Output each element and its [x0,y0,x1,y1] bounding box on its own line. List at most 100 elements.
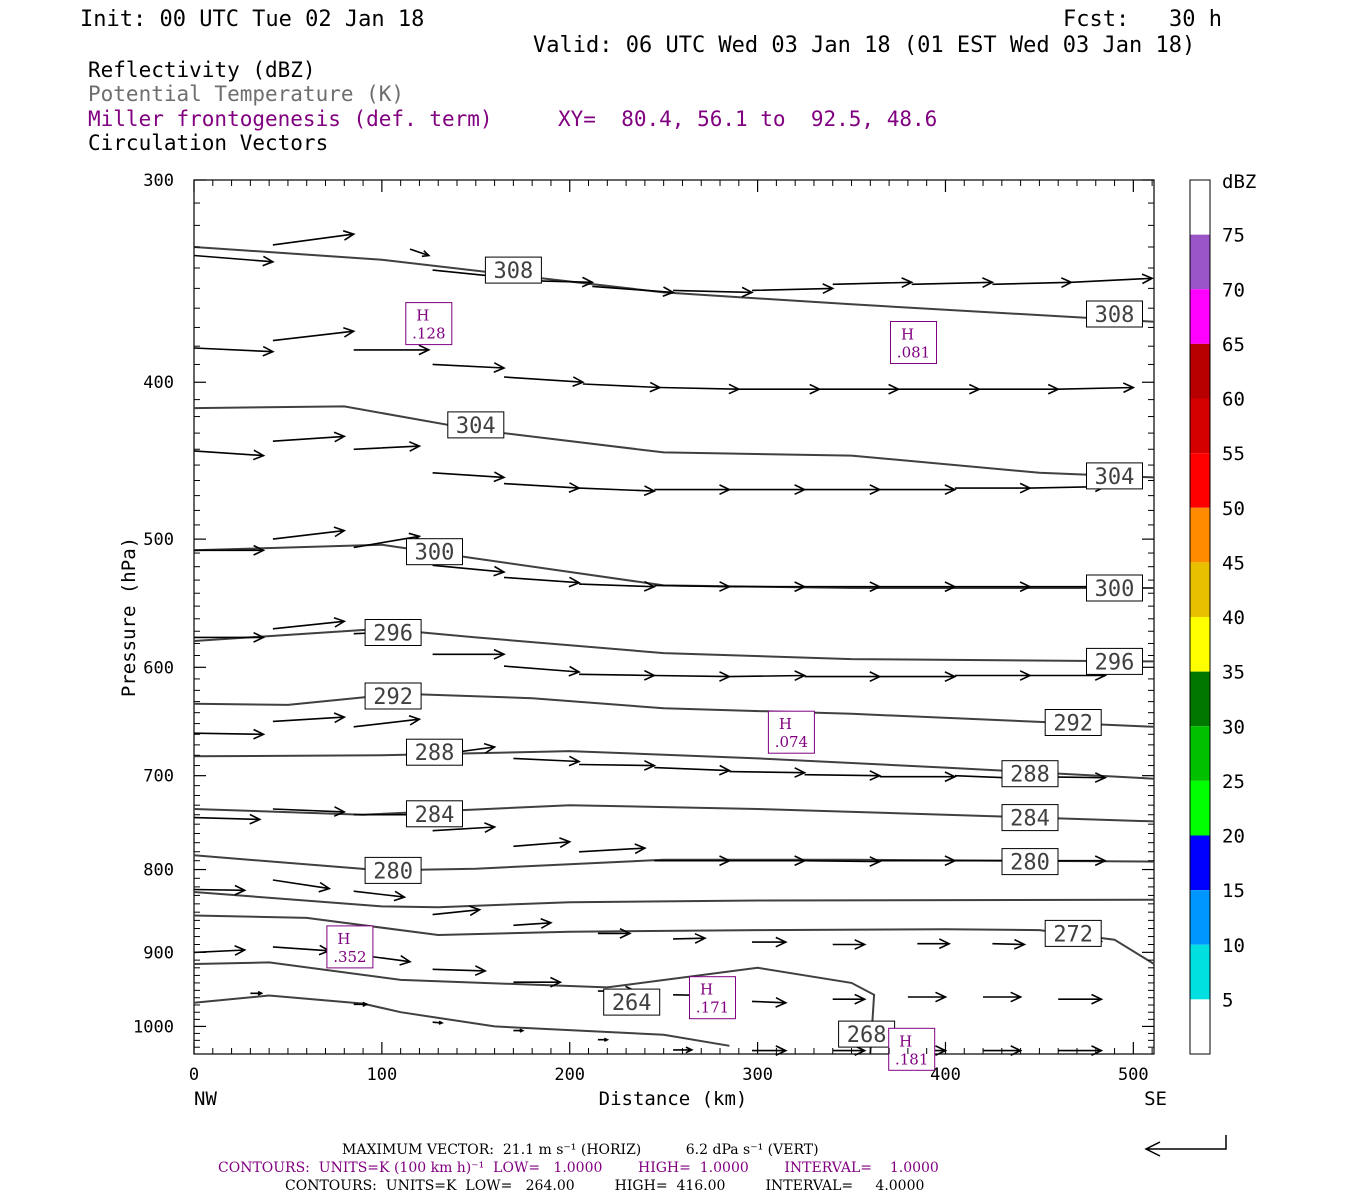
theta-contour-296 [193,627,1155,663]
colorbar-label: 70 [1222,279,1245,301]
theta-label-296: 296 [364,619,422,647]
y-tick-label: 700 [143,767,174,787]
theta-label-280: 280 [364,856,422,884]
axes: 300 400 500 600 700 800 900 1000 0 100 200 300 400 50… [133,171,1154,1085]
svg-text:.171: .171 [696,999,729,1017]
circulation-vector [983,991,1023,1003]
circulation-vector [832,993,867,1005]
circulation-vector [432,822,497,834]
x-axis-title: Distance (km) [599,1088,748,1110]
theta-contour-284 [193,804,1155,823]
circulation-vector [729,767,807,778]
circulation-vector [673,932,707,944]
circulation-vector [597,1037,610,1042]
circulation-vector [804,856,882,867]
colorbar-label: 55 [1222,443,1245,465]
colorbar-swatch [1190,234,1210,290]
fronto-max-181: H.181 [888,1027,936,1071]
colorbar-swatch [1190,343,1210,399]
legend-xy-endpoints: XY= 80.4, 56.1 to 92.5, 48.6 [558,107,937,131]
colorbar-label: 30 [1222,716,1245,738]
svg-text:.181: .181 [895,1050,928,1068]
legend-theta: Potential Temperature (K) [88,82,404,106]
theta-label-304: 304 [447,411,505,439]
circulation-vector [353,344,431,356]
circulation-vector [272,431,347,443]
colorbar-swatch [1190,562,1210,618]
circulation-vector [917,938,952,950]
svg-text:296: 296 [373,622,413,647]
y-axis-title: Pressure (hPa) [118,537,140,697]
circulation-vector [879,671,957,683]
circulation-vector [503,376,585,388]
svg-text:288: 288 [415,741,455,766]
circulation-vector [353,441,422,452]
colorbar-swatch [1190,398,1210,454]
theta-label-292: 292 [1044,709,1102,737]
theta-contour-292 [193,692,1155,728]
svg-text:284: 284 [415,803,455,828]
circulation-vector [272,326,356,342]
init-time: Init: 00 UTC Tue 02 Jan 18 [80,7,424,32]
theta-contour-304 [193,405,1155,479]
svg-text:288: 288 [1010,763,1050,788]
svg-text:H: H [901,326,914,344]
theta-contour-268 [193,961,876,1055]
y-tick-label: 800 [143,861,174,881]
colorbar-swatch [1190,890,1210,945]
theta-label-284: 284 [406,800,463,828]
circulation-vector [911,277,995,289]
circulation-vector [579,485,657,497]
circulation-vector [992,938,1027,950]
circulation-vector [503,665,581,677]
svg-text:300: 300 [415,541,455,566]
circulation-vector [503,576,581,588]
colorbar-swatch [1190,780,1210,836]
colorbar-swatch [1190,999,1210,1055]
legend-reflectivity: Reflectivity (dBZ) [88,58,316,82]
theta-label-272: 272 [1044,919,1102,947]
circulation-vector [272,712,347,724]
colorbar-label: 10 [1222,935,1245,957]
circulation-vector [579,580,657,592]
circulation-vector [193,345,275,357]
y-tick-label: 900 [143,943,174,963]
theta-label-280: 280 [1001,848,1059,876]
colorbar-label: 50 [1222,498,1245,520]
colorbar-swatch [1190,944,1210,1000]
reflectivity-colorbar: 75 70 65 60 55 50 45 40 35 30 25 20 15 10 5 [1189,179,1245,1055]
theta-contour-300 [193,543,1154,589]
x-endpoint-nw: NW [194,1088,217,1110]
colorbar-swatch [1190,507,1210,563]
circulation-vector [353,1001,369,1008]
circulation-vector [193,813,262,825]
svg-text:272: 272 [1053,922,1093,947]
theta-label-304: 304 [1086,462,1143,490]
fronto-max-128: H.128 [405,302,453,346]
circulation-vector [194,631,266,643]
forecast-hour: Fcst: 30 h [1063,7,1222,32]
circulation-vector [752,936,788,948]
svg-text:H: H [337,930,350,948]
fronto-max-081: H.081 [890,321,937,364]
circulation-vector [751,283,835,295]
theta-label-308: 308 [484,256,542,284]
circulation-vector [193,728,266,740]
circulation-vector [1071,273,1154,285]
circulation-vector [1058,382,1136,394]
circulation-vector [673,286,754,298]
colorbar-label: 60 [1222,389,1245,411]
circulation-vector [432,1020,444,1025]
colorbar-label: 45 [1222,552,1245,574]
svg-text:H: H [700,981,713,999]
colorbar-unit: dBZ [1222,171,1256,193]
svg-text:.352: .352 [333,948,366,966]
svg-text:280: 280 [1010,851,1050,876]
theta-contour-labels: 308 308 304 304 300 300 296 296 292 292 288 288 284 2… [364,256,1143,1048]
valid-time: Valid: 06 UTC Wed 03 Jan 18 (01 EST Wed … [533,33,1195,58]
circulation-vector [194,544,266,556]
svg-text:296: 296 [1095,650,1135,675]
colorbar-label: 20 [1222,826,1245,848]
circulation-vector [579,759,657,771]
circulation-vector [654,764,732,776]
